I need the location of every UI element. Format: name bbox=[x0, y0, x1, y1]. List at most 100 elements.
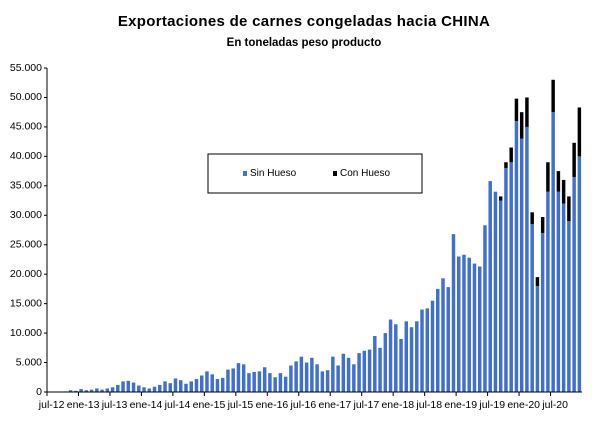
bar-segment bbox=[425, 308, 430, 392]
bar-segment bbox=[399, 338, 403, 392]
bar-segment bbox=[488, 181, 492, 392]
bar-segment bbox=[540, 217, 545, 233]
bar-segment bbox=[457, 256, 461, 392]
x-tick-label: jul-16 bbox=[290, 399, 317, 411]
x-tick-label: ene-17 bbox=[319, 399, 352, 411]
bar-segment bbox=[74, 390, 78, 392]
x-tick-label: ene-16 bbox=[256, 399, 289, 411]
x-tick-label: jul-20 bbox=[541, 399, 568, 411]
bar-segment bbox=[199, 375, 204, 392]
bar-segment bbox=[116, 384, 120, 392]
bar-segment bbox=[446, 287, 450, 392]
x-tick-label: jul-14 bbox=[164, 399, 191, 411]
bar-segment bbox=[163, 381, 167, 392]
bar-segment bbox=[567, 196, 571, 222]
bar-segment bbox=[551, 79, 555, 113]
bar-segment bbox=[173, 378, 178, 392]
bar-segment bbox=[498, 196, 503, 201]
bar-segment bbox=[121, 381, 125, 392]
bar-segment bbox=[493, 191, 498, 392]
x-tick-label: jul-18 bbox=[415, 399, 442, 411]
bar-segment bbox=[514, 121, 519, 392]
bar-segment bbox=[388, 319, 393, 392]
bar-segment bbox=[535, 277, 540, 286]
bar-segment bbox=[310, 357, 314, 392]
bar-segment bbox=[215, 379, 220, 392]
legend-label: Sin Hueso bbox=[250, 168, 297, 179]
bar-segment bbox=[252, 371, 256, 392]
y-tick-label: 35.000 bbox=[10, 180, 42, 192]
bar-segment bbox=[540, 232, 545, 392]
bar-segment bbox=[556, 191, 561, 392]
bar-segment bbox=[525, 126, 529, 392]
y-tick-label: 15.000 bbox=[10, 297, 42, 309]
bar-segment bbox=[577, 156, 582, 392]
bar-segment bbox=[352, 364, 356, 392]
y-tick-label: 45.000 bbox=[10, 121, 42, 133]
bar-segment bbox=[561, 203, 566, 392]
y-tick-label: 55.000 bbox=[10, 62, 42, 74]
bar-segment bbox=[504, 168, 508, 392]
bar-segment bbox=[430, 300, 435, 392]
bar-segment bbox=[184, 383, 188, 392]
bar-segment bbox=[220, 377, 225, 392]
bar-segment bbox=[273, 377, 277, 392]
bar-segment bbox=[289, 365, 293, 392]
bar-segment bbox=[530, 212, 534, 225]
bar-segment bbox=[362, 350, 367, 392]
bar-segment bbox=[336, 365, 340, 392]
bar-segment bbox=[315, 364, 319, 392]
bar-segment bbox=[561, 179, 566, 204]
bar-segment bbox=[194, 379, 199, 392]
bar-segment bbox=[394, 324, 398, 392]
bar-segment bbox=[299, 356, 304, 392]
bar-segment bbox=[105, 388, 110, 392]
bar-segment bbox=[572, 176, 576, 392]
x-tick-label: jul-17 bbox=[352, 399, 379, 411]
bar-segment bbox=[210, 374, 214, 392]
bar-segment bbox=[477, 266, 482, 392]
legend-label: Con Hueso bbox=[340, 168, 390, 179]
y-tick-label: 0 bbox=[36, 386, 42, 398]
bar-segment bbox=[283, 376, 288, 392]
bar-segment bbox=[262, 367, 267, 392]
bar-segment bbox=[519, 112, 524, 139]
bar-segment bbox=[367, 349, 372, 392]
bar-segment bbox=[205, 371, 209, 392]
bar-segment bbox=[137, 385, 141, 392]
bar-segment bbox=[525, 97, 529, 127]
x-tick-label: ene-18 bbox=[381, 399, 414, 411]
bar-segment bbox=[241, 364, 246, 392]
bar-segment bbox=[378, 347, 382, 392]
bar-segment bbox=[498, 200, 503, 392]
x-tick-label: ene-19 bbox=[444, 399, 477, 411]
bar-segment bbox=[451, 234, 456, 392]
legend-swatch bbox=[243, 171, 247, 176]
bar-segment bbox=[472, 263, 477, 392]
bar-segment bbox=[373, 336, 377, 392]
bar-segment bbox=[514, 98, 519, 122]
bar-segment bbox=[551, 112, 555, 392]
bar-segment bbox=[383, 333, 388, 392]
chart-title: Exportaciones de carnes congeladas hacia… bbox=[118, 13, 490, 30]
bar-segment bbox=[409, 327, 414, 392]
bar-segment bbox=[304, 362, 309, 392]
bar-segment bbox=[236, 363, 241, 392]
bar-segment bbox=[504, 162, 508, 169]
x-tick-label: jul-15 bbox=[227, 399, 254, 411]
y-tick-label: 10.000 bbox=[10, 327, 42, 339]
bar-segment bbox=[231, 368, 235, 392]
bar-segment bbox=[415, 321, 419, 392]
bar-segment bbox=[467, 257, 471, 392]
bar-segment bbox=[147, 388, 152, 392]
bar-segment bbox=[404, 321, 409, 392]
bar-segment bbox=[346, 357, 351, 392]
bar-segment bbox=[179, 380, 183, 392]
bar-segment bbox=[357, 353, 361, 392]
bar-segment bbox=[142, 387, 146, 392]
bar-segment bbox=[189, 381, 193, 392]
bar-segment bbox=[110, 387, 115, 392]
chart-subtitle: En toneladas peso producto bbox=[227, 37, 382, 49]
